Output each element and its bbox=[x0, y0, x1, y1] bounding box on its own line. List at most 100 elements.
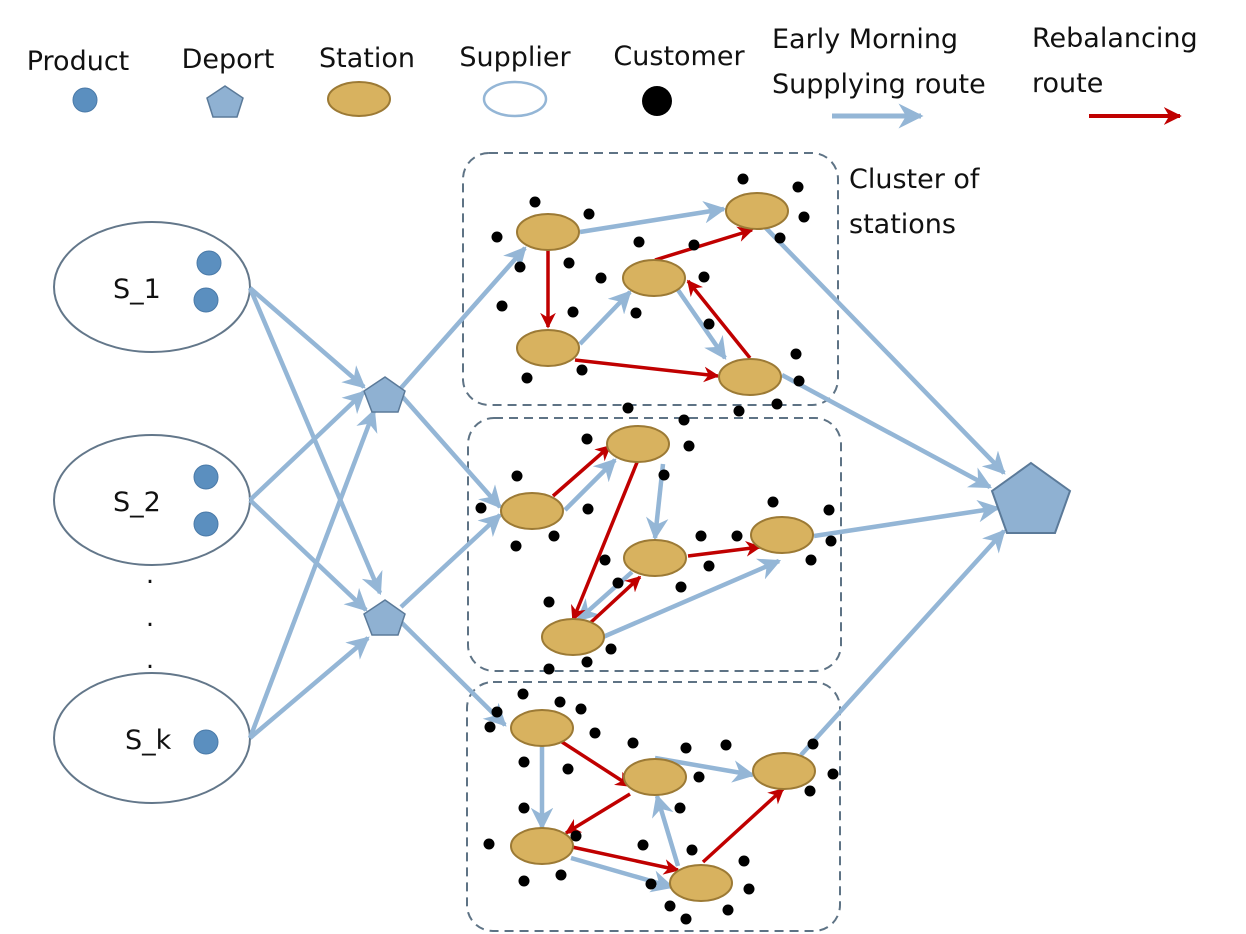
legend-supplier-label: Supplier bbox=[459, 42, 571, 73]
route-c2-a-b bbox=[563, 458, 617, 512]
customer bbox=[581, 656, 593, 668]
station bbox=[541, 618, 605, 656]
customer bbox=[804, 785, 816, 797]
customer bbox=[475, 502, 487, 514]
product-icon bbox=[196, 250, 222, 276]
customer bbox=[518, 875, 530, 887]
supplier-label: S_2 bbox=[113, 487, 161, 518]
route-c2-d-destination bbox=[813, 499, 1001, 539]
legend-station-label: Station bbox=[319, 43, 415, 74]
route-c1-c-d bbox=[578, 290, 632, 346]
customer bbox=[521, 372, 533, 384]
legend-rebalance-route-label-1: Rebalancing bbox=[1032, 23, 1198, 54]
station bbox=[750, 516, 814, 554]
customer bbox=[743, 883, 755, 895]
customer bbox=[825, 535, 837, 547]
customer bbox=[518, 756, 530, 768]
customer bbox=[807, 738, 819, 750]
rebalance-c1-d-b bbox=[654, 226, 754, 262]
customer bbox=[514, 261, 526, 273]
legend-product-label: Product bbox=[27, 46, 130, 77]
rebalance-c2-c-d bbox=[687, 540, 762, 558]
station bbox=[516, 213, 580, 251]
customer bbox=[567, 306, 579, 318]
supplier-s2: S_2 bbox=[53, 434, 251, 566]
customer bbox=[605, 643, 617, 655]
customers bbox=[475, 173, 839, 925]
route-c1-e-destination bbox=[780, 373, 992, 489]
station bbox=[622, 259, 686, 297]
station bbox=[725, 192, 789, 230]
rebalance-c1-e-d bbox=[686, 279, 752, 360]
customer bbox=[543, 663, 555, 675]
customer bbox=[792, 181, 804, 193]
customer bbox=[555, 869, 567, 881]
customer bbox=[658, 469, 670, 481]
route-s1-depot1 bbox=[248, 286, 366, 389]
rebalance-c3-d-e bbox=[571, 845, 680, 875]
customer bbox=[637, 839, 649, 851]
customer bbox=[483, 838, 495, 850]
legend-supply-route-label-1: Early Morning bbox=[772, 24, 958, 55]
station bbox=[718, 358, 782, 396]
station bbox=[669, 864, 733, 902]
customer bbox=[774, 232, 786, 244]
legend-rebalance-route-label-2: route bbox=[1032, 68, 1103, 99]
legend-customer-icon bbox=[642, 86, 672, 116]
product-icon bbox=[193, 287, 219, 313]
route-depot2-cluster2 bbox=[399, 513, 502, 609]
customer bbox=[630, 307, 642, 319]
customer bbox=[695, 530, 707, 542]
legend-supply-route-label-2: Supplying route bbox=[772, 69, 986, 100]
route-depot2-cluster3 bbox=[399, 620, 507, 727]
customer bbox=[622, 402, 634, 414]
product-icon bbox=[193, 511, 219, 537]
legend-product-icon bbox=[72, 87, 98, 113]
customer bbox=[570, 830, 582, 842]
legend-deport-label: Deport bbox=[182, 44, 275, 75]
customer bbox=[575, 703, 587, 715]
destination-depot bbox=[990, 461, 1072, 534]
customer bbox=[517, 688, 529, 700]
station bbox=[516, 329, 580, 367]
station bbox=[606, 425, 670, 463]
customer bbox=[563, 257, 575, 269]
station bbox=[500, 492, 564, 530]
rebalance-c3-b-d bbox=[564, 792, 631, 835]
customer bbox=[733, 405, 745, 417]
customer bbox=[693, 771, 705, 783]
ellipsis-dot-3: . bbox=[146, 645, 154, 675]
customer bbox=[511, 470, 523, 482]
rebalance-c2-a-b bbox=[551, 444, 612, 498]
customer bbox=[633, 236, 645, 248]
station-cluster-1 bbox=[462, 152, 839, 406]
station bbox=[752, 752, 816, 790]
customer bbox=[678, 414, 690, 426]
customer bbox=[529, 196, 541, 208]
rebalancing-routes bbox=[540, 226, 785, 875]
customer bbox=[686, 844, 698, 856]
customer bbox=[688, 239, 700, 251]
customer bbox=[582, 503, 594, 515]
customer bbox=[771, 398, 783, 410]
route-depot1-cluster2 bbox=[399, 393, 502, 509]
legend-customer-label: Customer bbox=[613, 41, 745, 72]
supplier-s1: S_1 bbox=[53, 221, 251, 353]
customer bbox=[798, 211, 810, 223]
depot-2 bbox=[363, 599, 406, 636]
route-c3-c-destination bbox=[799, 529, 1006, 757]
customer bbox=[793, 375, 805, 387]
customer bbox=[731, 530, 743, 542]
rebalance-c2-e-c bbox=[586, 575, 642, 627]
route-c2-e-d bbox=[602, 558, 782, 640]
customer bbox=[599, 554, 611, 566]
legend-deport-icon bbox=[206, 85, 244, 118]
supplier-sk: S_k bbox=[53, 672, 251, 804]
route-c3-d-e bbox=[570, 855, 675, 893]
rebalance-c3-a-b bbox=[561, 740, 632, 788]
supplying-routes bbox=[247, 201, 1006, 893]
route-c3-e-b bbox=[652, 793, 681, 867]
route-c2-c-e bbox=[576, 570, 634, 622]
customer bbox=[589, 727, 601, 739]
station bbox=[623, 539, 687, 577]
